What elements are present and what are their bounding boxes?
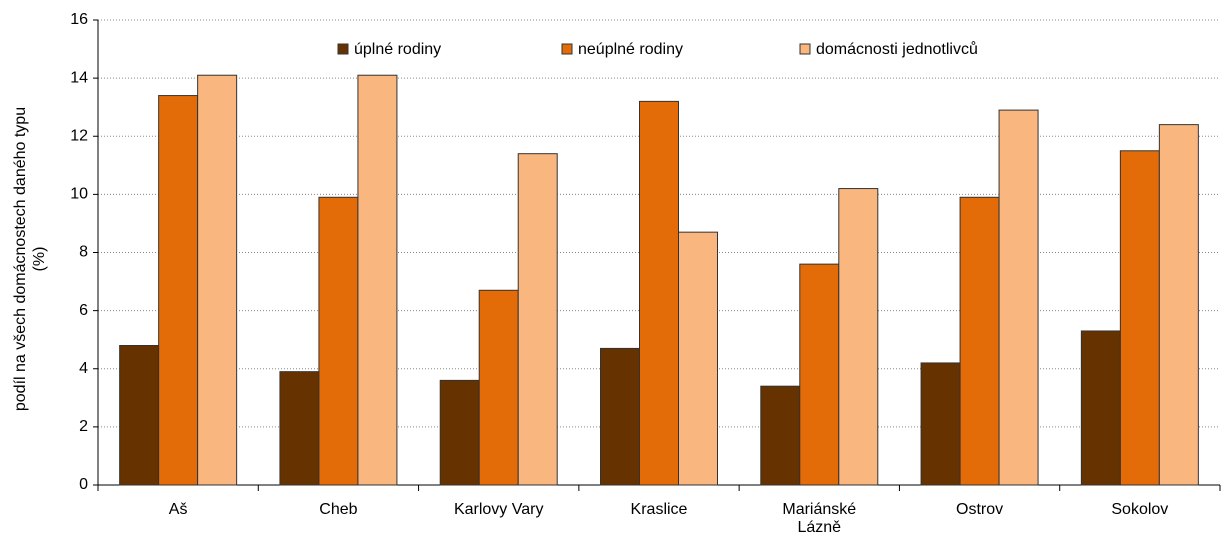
bar — [838, 188, 879, 486]
y-tick-label: 14 — [70, 69, 88, 86]
legend-swatch — [799, 43, 811, 55]
bar — [959, 196, 1000, 486]
bar — [439, 379, 480, 486]
bar — [760, 385, 801, 486]
bar — [1158, 124, 1199, 486]
bar — [1119, 150, 1160, 486]
bar — [998, 109, 1039, 486]
bar — [639, 100, 679, 486]
bar — [1080, 330, 1121, 486]
y-tick-label: 12 — [70, 127, 88, 144]
y-axis-label: podíl na všech domácnostech daného typu … — [12, 106, 48, 412]
y-tick-label: 16 — [70, 11, 88, 28]
bar — [318, 196, 359, 486]
x-tick-label: Karlovy Vary — [453, 501, 544, 518]
x-tick-label: Cheb — [319, 501, 358, 518]
y-tick-label: 2 — [79, 418, 88, 435]
bar — [357, 74, 398, 486]
x-tick-label: Aš — [168, 501, 188, 518]
x-tick-label: Sokolov — [1111, 501, 1169, 518]
bar — [517, 153, 558, 486]
bar — [478, 289, 519, 486]
x-tick-label: Mariánské Lázně — [782, 501, 857, 536]
legend-swatch — [561, 43, 573, 55]
bar — [158, 95, 199, 486]
bar — [279, 371, 320, 486]
legend-label: domácnosti jednotlivců — [816, 40, 978, 58]
y-tick-label: 0 — [79, 476, 88, 493]
x-tick-label: Kraslice — [630, 501, 688, 518]
y-tick-label: 6 — [79, 302, 88, 319]
bar — [197, 74, 238, 486]
legend-label: úplné rodiny — [354, 41, 441, 58]
y-tick-label: 8 — [79, 244, 88, 261]
bar — [119, 345, 160, 486]
bar — [799, 263, 840, 486]
legend-label: neúplné rodiny — [578, 41, 683, 58]
y-tick-label: 4 — [79, 360, 88, 377]
bar — [600, 347, 640, 486]
bar — [920, 362, 961, 486]
x-tick-label: Ostrov — [956, 501, 1004, 518]
y-tick-label: 10 — [70, 186, 88, 203]
bar — [678, 231, 718, 486]
legend-swatch — [337, 43, 349, 55]
